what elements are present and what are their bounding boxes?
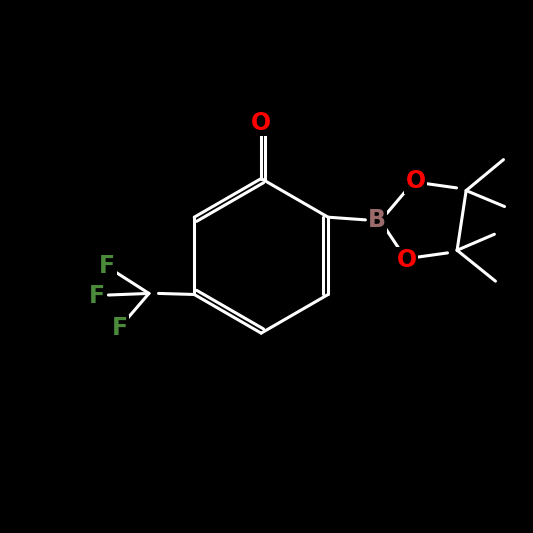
Text: O: O bbox=[251, 110, 271, 135]
Text: O: O bbox=[406, 169, 425, 193]
Text: F: F bbox=[111, 316, 128, 340]
Text: F: F bbox=[99, 254, 116, 278]
Text: F: F bbox=[88, 284, 105, 308]
Text: B: B bbox=[368, 208, 386, 232]
Text: O: O bbox=[397, 248, 416, 272]
